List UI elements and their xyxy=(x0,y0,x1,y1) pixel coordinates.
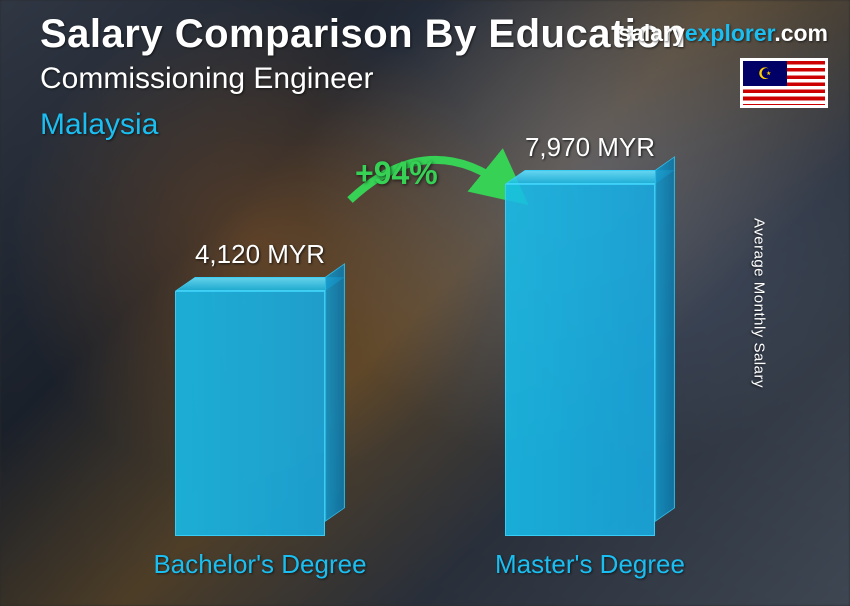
bar-value: 7,970 MYR xyxy=(525,132,655,163)
country-name: Malaysia xyxy=(40,108,158,142)
bar-value: 4,120 MYR xyxy=(195,239,325,270)
bar-label: Master's Degree xyxy=(495,549,685,580)
bar-shape: 4,120 MYR Bachelor's Degree xyxy=(175,291,345,536)
bar-shape: 7,970 MYR Master's Degree xyxy=(505,184,675,536)
chart-title: Salary Comparison By Education xyxy=(40,12,686,57)
brand-logo: salaryexplorer.com xyxy=(618,20,828,47)
bar-bachelors: 4,120 MYR Bachelor's Degree xyxy=(175,291,345,536)
bar-masters: 7,970 MYR Master's Degree xyxy=(505,184,675,536)
brand-part1: salary xyxy=(618,20,685,46)
malaysia-flag-icon: ☪ xyxy=(740,58,828,108)
brand-part3: .com xyxy=(774,20,828,46)
bar-label: Bachelor's Degree xyxy=(153,549,366,580)
bar-chart: 4,120 MYR Bachelor's Degree 7,970 MYR Ma… xyxy=(0,166,850,586)
brand-part2: explorer xyxy=(685,20,775,46)
job-title: Commissioning Engineer xyxy=(40,62,374,96)
